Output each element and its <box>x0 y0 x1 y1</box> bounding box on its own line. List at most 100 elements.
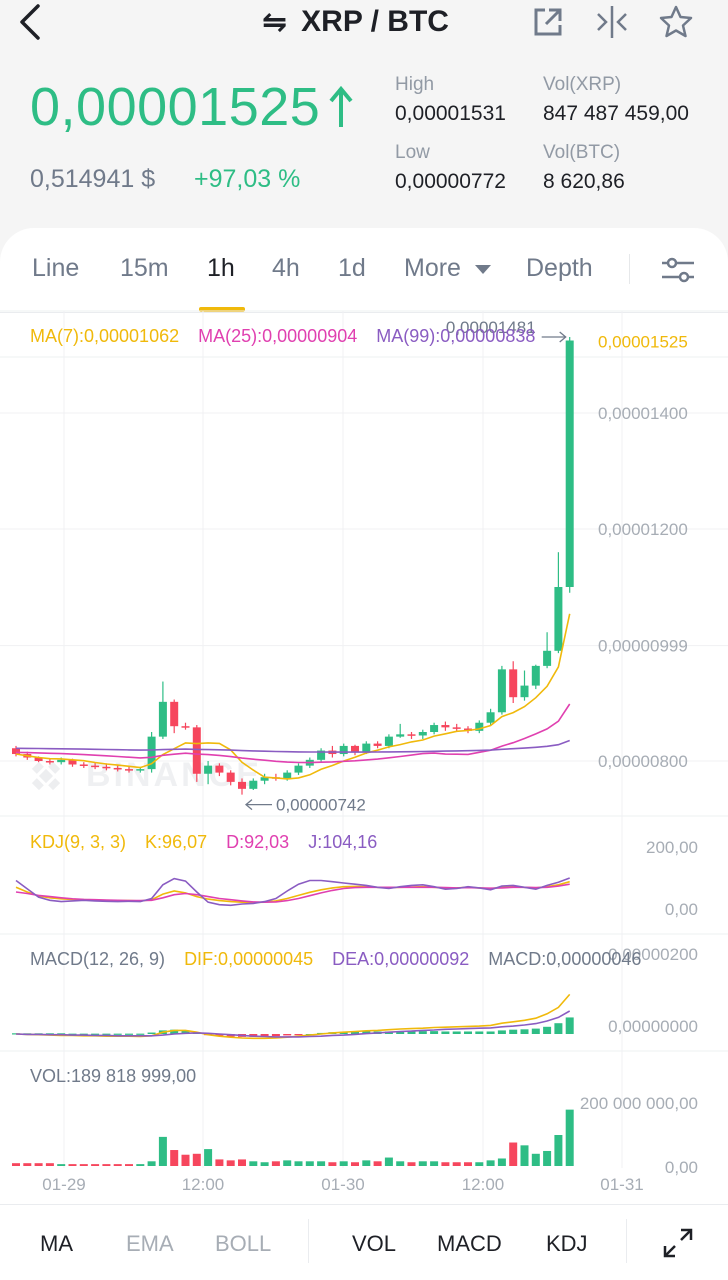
volume-bar <box>531 1153 540 1166</box>
macd-histogram-bar <box>486 1031 495 1034</box>
kdj-legend: KDJ(9, 3, 3) K:96,07 D:92,03 J:104,16 <box>30 832 391 853</box>
last-price: 0,00001525 <box>30 76 354 138</box>
macd-histogram-bar <box>215 1034 224 1036</box>
volume-bar <box>520 1145 529 1166</box>
ma25-line <box>15 703 571 764</box>
high-value: 0,00001531 <box>395 102 506 125</box>
macd-histogram-bar <box>181 1030 190 1034</box>
min-marker-arrow <box>244 799 253 811</box>
candle-body <box>12 748 20 755</box>
vol-legend: VOL:189 818 999,00 <box>30 1066 210 1087</box>
candle-body <box>136 769 145 771</box>
candle-body <box>170 701 179 727</box>
back-icon[interactable] <box>14 2 46 42</box>
swap-icon[interactable]: ⇋ <box>262 5 288 39</box>
share-icon[interactable] <box>530 4 566 40</box>
ma25-value: MA(25):0,00000904 <box>198 326 358 346</box>
tab-line[interactable]: Line <box>32 254 80 282</box>
vol-axis-label: 200 000 000,00 <box>580 1094 698 1113</box>
volume-bar <box>158 1136 167 1166</box>
volume-bar <box>464 1162 472 1166</box>
volume-bar <box>283 1160 292 1166</box>
candle-body <box>260 777 269 781</box>
indicator-macd[interactable]: MACD <box>437 1231 502 1256</box>
pair-title[interactable]: ⇋ XRP / BTC <box>262 2 449 42</box>
tab-1h[interactable]: 1h <box>207 254 235 282</box>
kline-chart[interactable]: BINANCE 0,000014000,000012000,000009990,… <box>0 0 728 1204</box>
volume-bar <box>497 1158 506 1166</box>
settings-sliders-icon[interactable] <box>660 256 696 284</box>
tab-separator <box>629 254 630 284</box>
indicator-ma[interactable]: MA <box>40 1231 73 1256</box>
candle-body <box>215 765 224 773</box>
macd-histogram-bar <box>68 1033 77 1035</box>
price-axis-label: 0,00001200 <box>598 520 688 539</box>
max-marker-label: 0,00001481 <box>446 318 536 337</box>
volume-bar <box>260 1162 269 1166</box>
volume-bar <box>396 1161 405 1166</box>
macd-histogram-bar <box>271 1034 280 1037</box>
pair-label: XRP / BTC <box>301 5 449 38</box>
indicator-kdj[interactable]: KDJ <box>546 1231 588 1256</box>
volume-bar <box>554 1135 563 1166</box>
volume-bar <box>373 1161 382 1166</box>
volume-bar <box>170 1150 179 1166</box>
candle-body <box>441 725 450 728</box>
macd-histogram-bar <box>57 1033 66 1035</box>
candle-body <box>373 743 382 746</box>
macd-histogram-bar <box>520 1029 529 1034</box>
volume-bar <box>407 1162 416 1166</box>
kdj-j: J:104,16 <box>308 832 378 852</box>
axis-labels: 0,00001400 0,00001200 0,00000999 0,00000800… <box>42 318 698 1194</box>
candle-body <box>509 669 518 698</box>
macd-dif: DIF:0,00000045 <box>184 949 314 969</box>
tab-depth[interactable]: Depth <box>526 254 593 282</box>
vol-btc-value: 8 620,86 <box>543 170 625 193</box>
volume-bar <box>565 1109 574 1166</box>
macd-histogram-bar <box>407 1031 416 1034</box>
tab-15m[interactable]: 15m <box>120 254 169 282</box>
vol-xrp-label: Vol(XRP) <box>543 74 622 95</box>
indicator-ema[interactable]: EMA <box>126 1231 174 1256</box>
kdj-k: K:96,07 <box>145 832 208 852</box>
indicator-vol[interactable]: VOL <box>352 1231 397 1256</box>
compare-icon[interactable] <box>594 4 630 40</box>
volume-series <box>12 1109 574 1166</box>
macd-histogram-bar <box>497 1030 506 1034</box>
vol-xrp-value: 847 487 459,00 <box>543 102 689 125</box>
vol-value: VOL:189 818 999,00 <box>30 1066 197 1086</box>
time-axis-label: 12:00 <box>462 1175 505 1194</box>
volume-bar <box>181 1154 190 1166</box>
candle-body <box>384 736 393 746</box>
volume-bar <box>102 1164 111 1166</box>
vol-axis-label: 0,00 <box>665 1158 698 1177</box>
macd-histogram-bar <box>12 1033 20 1035</box>
candle-body <box>452 727 461 729</box>
tab-4h[interactable]: 4h <box>272 254 300 282</box>
volume-bar <box>351 1162 359 1166</box>
macd-histogram-bar <box>125 1033 133 1035</box>
ma99-value: MA(99):0,00000838 <box>376 326 536 346</box>
volume-bar <box>23 1163 32 1166</box>
volume-bar <box>238 1159 246 1166</box>
kdj-j-line <box>15 877 570 907</box>
candle-body <box>317 750 326 760</box>
tab-1d[interactable]: 1d <box>338 254 366 282</box>
macd-axis-label: 0,00000200 <box>608 945 698 964</box>
volume-bar <box>441 1162 450 1166</box>
indicator-bar: MA EMA BOLL VOL MACD KDJ <box>0 1204 728 1280</box>
macd-histogram-bar <box>260 1034 269 1037</box>
macd-histogram-bar <box>509 1029 518 1034</box>
macd-histogram-bar <box>170 1029 179 1034</box>
volume-bar <box>430 1161 439 1166</box>
candle-body <box>34 757 43 761</box>
volume-bar <box>418 1161 427 1166</box>
fullscreen-icon[interactable] <box>662 1227 694 1259</box>
star-icon[interactable] <box>658 4 694 40</box>
candle-body <box>464 728 472 731</box>
candle-body <box>294 765 303 773</box>
top-bar: ⇋ XRP / BTC <box>0 0 728 48</box>
indicator-boll[interactable]: BOLL <box>215 1231 272 1256</box>
tab-more[interactable]: More <box>404 254 492 283</box>
moving-average-lines <box>15 613 571 780</box>
